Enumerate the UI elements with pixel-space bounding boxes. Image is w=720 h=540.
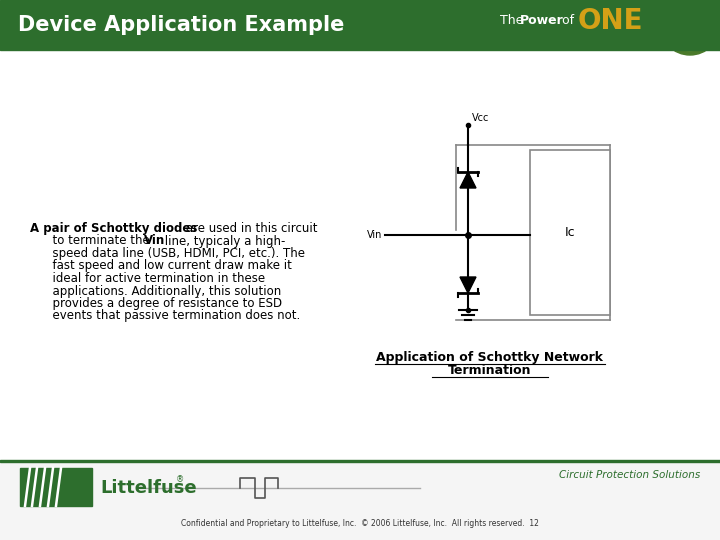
Text: Power: Power [520, 15, 564, 28]
Text: speed data line (USB, HDMI, PCI, etc.). The: speed data line (USB, HDMI, PCI, etc.). … [30, 247, 305, 260]
Bar [530, 150, 610, 315]
Text: Confidential and Proprietary to Littelfuse, Inc.  © 2006 Littelfuse, Inc.  All r: Confidential and Proprietary to Littelfu… [181, 519, 539, 529]
Circle shape [660, 0, 720, 55]
Text: Device Application Example: Device Application Example [18, 15, 344, 35]
Text: Vin: Vin [144, 234, 166, 247]
Text: Vcc: Vcc [472, 113, 490, 123]
Text: Vin: Vin [366, 230, 382, 240]
Text: are used in this circuit: are used in this circuit [182, 222, 318, 235]
Bar [0, 462, 720, 540]
Text: to terminate the: to terminate the [30, 234, 153, 247]
Bar [0, 0, 720, 50]
Text: Ic: Ic [564, 226, 575, 239]
Text: The: The [500, 15, 527, 28]
Text: line, typicaly a high-: line, typicaly a high- [161, 234, 285, 247]
Polygon shape [460, 172, 476, 188]
Text: of: of [558, 15, 574, 28]
Text: Termination: Termination [449, 364, 532, 377]
Text: A pair of Schottky diodes: A pair of Schottky diodes [30, 222, 197, 235]
Text: ideal for active termination in these: ideal for active termination in these [30, 272, 265, 285]
Text: ONE: ONE [578, 7, 644, 35]
Polygon shape [460, 277, 476, 293]
Text: fast speed and low current draw make it: fast speed and low current draw make it [30, 260, 292, 273]
Text: applications. Additionally, this solution: applications. Additionally, this solutio… [30, 285, 282, 298]
Text: events that passive termination does not.: events that passive termination does not… [30, 309, 300, 322]
Text: ®: ® [176, 476, 184, 484]
Text: Littelfuse: Littelfuse [100, 479, 197, 497]
Bar [0, 460, 720, 462]
Bar [20, 468, 92, 506]
Text: provides a degree of resistance to ESD: provides a degree of resistance to ESD [30, 297, 282, 310]
Text: Circuit Protection Solutions: Circuit Protection Solutions [559, 470, 700, 480]
Text: Application of Schottky Network: Application of Schottky Network [377, 352, 603, 365]
